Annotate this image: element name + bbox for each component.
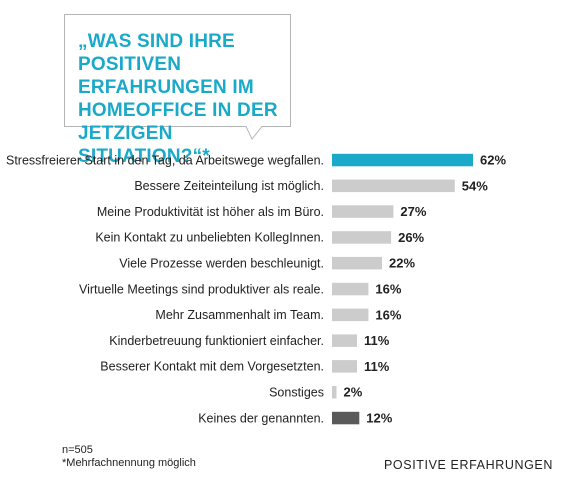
bar-11 — [332, 411, 360, 425]
value-label-8: 11% — [364, 333, 390, 348]
value-label-9: 11% — [364, 359, 390, 374]
value-label-2: 54% — [462, 178, 488, 193]
category-labels-group: Stressfreierer Start in den Tag, da Arbe… — [6, 153, 324, 425]
value-label-6: 16% — [375, 282, 401, 297]
value-label-7: 16% — [375, 307, 401, 322]
category-label-9: Besserer Kontakt mit dem Vorgesetzten. — [100, 360, 324, 374]
value-label-1: 62% — [480, 153, 506, 168]
bar-9 — [332, 360, 357, 373]
section-label: POSITIVE ERFAHRUNGEN — [384, 458, 553, 472]
category-label-2: Bessere Zeiteinteilung ist möglich. — [134, 179, 324, 193]
speech-bubble-outline — [64, 14, 291, 140]
bar-2 — [332, 179, 455, 193]
category-label-3: Meine Produktivität ist höher als im Bür… — [97, 205, 324, 219]
bar-6 — [332, 282, 369, 296]
category-label-7: Mehr Zusammenhalt im Team. — [155, 308, 324, 322]
footnote: n=505 *Mehrfachnennung möglich — [62, 444, 196, 470]
category-label-4: Kein Kontakt zu unbeliebten KollegInnen. — [95, 231, 324, 245]
sample-size: n=505 — [62, 444, 93, 456]
speech-bubble — [64, 14, 291, 140]
value-label-11: 12% — [366, 411, 392, 426]
category-label-6: Virtuelle Meetings sind produktiver als … — [79, 282, 324, 296]
bar-5 — [332, 256, 382, 270]
value-label-5: 22% — [389, 256, 415, 271]
bar-4 — [332, 231, 392, 244]
value-label-4: 26% — [398, 230, 424, 245]
multiple-answers-note: *Mehrfachnennung möglich — [62, 457, 196, 469]
bars-group — [332, 153, 473, 425]
value-label-10: 2% — [344, 385, 363, 400]
category-label-8: Kinderbetreuung funktioniert einfacher. — [109, 334, 324, 348]
category-label-10: Sonstiges — [269, 386, 324, 400]
bar-7 — [332, 308, 369, 322]
category-label-5: Viele Prozesse werden beschleunigt. — [119, 257, 324, 271]
chart-title: „WAS SIND IHRE POSITIVEN ERFAHRUNGEN IM … — [78, 31, 278, 167]
value-labels-group: 62%54%27%26%22%16%16%11%11%2%12% — [344, 153, 507, 426]
category-label-1: Stressfreierer Start in den Tag, da Arbe… — [6, 153, 324, 167]
bar-3 — [332, 205, 394, 218]
bar-8 — [332, 334, 357, 347]
bar-10 — [332, 386, 337, 399]
value-label-3: 27% — [400, 204, 426, 219]
category-label-11: Keines der genannten. — [198, 411, 324, 425]
bar-1 — [332, 153, 473, 167]
